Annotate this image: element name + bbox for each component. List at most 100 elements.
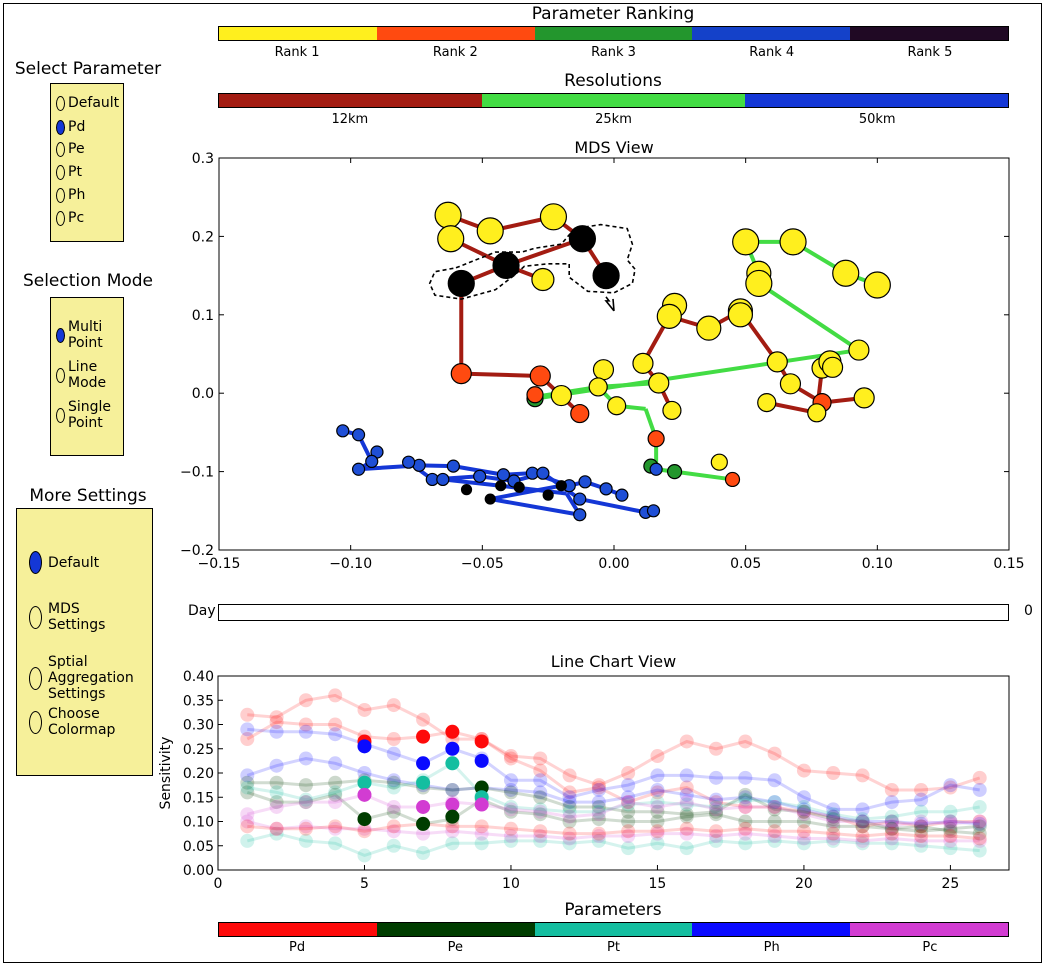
sensitivity-point-Pd	[826, 826, 841, 841]
parameters-labels: Pd Pe Pt Ph Pc	[218, 940, 1009, 955]
sensitivity-point-Pd	[679, 734, 694, 749]
sensitivity-line-Pt	[246, 832, 980, 857]
mds-node-12km	[492, 251, 520, 280]
highlighted-point	[416, 775, 431, 790]
sensitivity-point-Ph	[503, 782, 518, 797]
sensitivity-point-Pd	[562, 785, 577, 800]
settings-spatial-aggregation[interactable]: Sptial Aggregation Settings	[29, 654, 134, 702]
resolution-swatch-3	[745, 94, 1008, 107]
sensitivity-point-Pe	[738, 814, 753, 829]
param-option-ph[interactable]: Ph	[56, 187, 85, 203]
highlighted-point	[445, 724, 460, 739]
sensitivity-point-Pt	[328, 836, 343, 851]
radio-icon[interactable]	[29, 605, 42, 629]
mds-node-50km	[573, 492, 587, 506]
sensitivity-point-Pe	[796, 804, 811, 819]
mds-node-12km	[853, 387, 875, 409]
sensitivity-point-Pd	[650, 824, 665, 839]
mds-node-25km	[732, 228, 760, 256]
parameter-label-3: Pt	[607, 940, 620, 955]
sensitivity-point-Pe	[884, 821, 899, 836]
day-slider[interactable]	[218, 604, 1009, 621]
radio-icon[interactable]	[56, 407, 65, 423]
settings-colormap[interactable]: Choose Colormap	[29, 706, 115, 738]
param-option-pt[interactable]: Pt	[56, 164, 82, 180]
mds-node-12km	[696, 315, 722, 341]
line-ytick-label: 0.05	[183, 839, 214, 855]
radio-icon[interactable]	[56, 187, 65, 203]
line-ytick-label: 0.20	[183, 766, 214, 782]
radio-icon[interactable]	[56, 367, 65, 383]
sensitivity-point-Pd	[884, 826, 899, 841]
param-option-pd[interactable]: Pd	[56, 119, 85, 135]
mds-node-12km	[632, 352, 654, 375]
mds-view-chart[interactable]: MDS View −0.15 −0.10 −0.05 0.00 0.05 0.10 0.15 −…	[160, 135, 1040, 585]
sensitivity-point-Pd	[855, 768, 870, 783]
line-chart-view[interactable]: Line Chart View 0 5 10 15 20 25 0.00 0.05 0.10 0.1…	[150, 645, 1030, 895]
sensitivity-point-Pt	[269, 826, 284, 841]
radio-icon[interactable]	[29, 710, 42, 734]
radio-selected-icon[interactable]	[29, 551, 42, 574]
mds-node-50km	[351, 462, 366, 476]
sensitivity-point-Pe	[709, 807, 724, 822]
sensitivity-point-Ph	[679, 768, 694, 783]
sensitivity-point-Pd	[650, 785, 665, 800]
sensitivity-point-Pd	[914, 829, 929, 844]
param-option-default[interactable]: Default	[56, 95, 119, 111]
rank-label-3: Rank 3	[591, 45, 636, 60]
radio-icon[interactable]	[56, 210, 65, 226]
sensitivity-point-Pd	[767, 746, 782, 761]
sensitivity-point-Pe	[621, 804, 636, 819]
sensitivity-point-Pd	[328, 819, 343, 834]
mode-multi-point[interactable]: Multi Point	[56, 319, 103, 351]
radio-icon[interactable]	[56, 95, 65, 111]
select-parameter-title: Select Parameter	[14, 59, 162, 79]
sensitivity-point-Pd	[298, 693, 313, 708]
line-xtick-label: 25	[941, 876, 959, 892]
mode-line-mode[interactable]: Line Mode	[56, 359, 106, 391]
sensitivity-point-Pe	[855, 814, 870, 829]
param-option-pc[interactable]: Pc	[56, 210, 84, 226]
highlighted-point	[474, 780, 489, 795]
mode-single-point[interactable]: Single Point	[56, 399, 111, 431]
sensitivity-point-Ph	[269, 758, 284, 773]
radio-selected-icon[interactable]	[56, 119, 65, 135]
sensitivity-point-Pd	[591, 826, 606, 841]
radio-selected-icon[interactable]	[56, 327, 65, 343]
mds-xtick-label: −0.15	[198, 556, 241, 572]
mds-node-12km	[437, 225, 465, 253]
sensitivity-point-Ph	[298, 751, 313, 766]
sensitivity-point-Pd	[972, 770, 987, 785]
radio-icon[interactable]	[56, 141, 65, 157]
sensitivity-point-Pc	[533, 829, 548, 844]
parameter-swatch-5	[850, 923, 1008, 936]
mds-node-50km	[402, 455, 416, 469]
resolutions-title: Resolutions	[564, 71, 662, 91]
radio-icon[interactable]	[29, 666, 42, 690]
sensitivity-point-Pc	[796, 831, 811, 846]
resolution-label-3: 50km	[858, 112, 896, 127]
sensitivity-point-Pt	[972, 843, 987, 858]
mds-edge-25km	[757, 281, 861, 352]
sensitivity-point-Pc	[503, 802, 518, 817]
sensitivity-point-Pc	[650, 799, 665, 814]
sensitivity-point-Ph	[738, 770, 753, 785]
sensitivity-point-Pt	[796, 836, 811, 851]
sensitivity-point-Pt	[855, 812, 870, 827]
resolutions-labels: 12km 25km 50km	[218, 112, 1009, 127]
mds-node-12km	[662, 400, 682, 421]
mds-node-50km	[496, 468, 510, 482]
radio-icon[interactable]	[56, 164, 65, 180]
mds-ytick-label: 0.2	[192, 229, 214, 245]
sensitivity-point-Pd	[240, 732, 255, 747]
sensitivity-point-Pt	[357, 848, 372, 863]
settings-default[interactable]: Default	[29, 551, 99, 574]
param-option-pe[interactable]: Pe	[56, 141, 85, 157]
sensitivity-point-Ph	[914, 792, 929, 807]
mds-edge-50km	[489, 483, 562, 502]
day-label: Day	[188, 603, 216, 619]
settings-mds[interactable]: MDS Settings	[29, 601, 105, 633]
mds-node-12km	[656, 303, 682, 329]
sensitivity-point-Pd	[503, 821, 518, 836]
sensitivity-point-Pd	[416, 712, 431, 727]
